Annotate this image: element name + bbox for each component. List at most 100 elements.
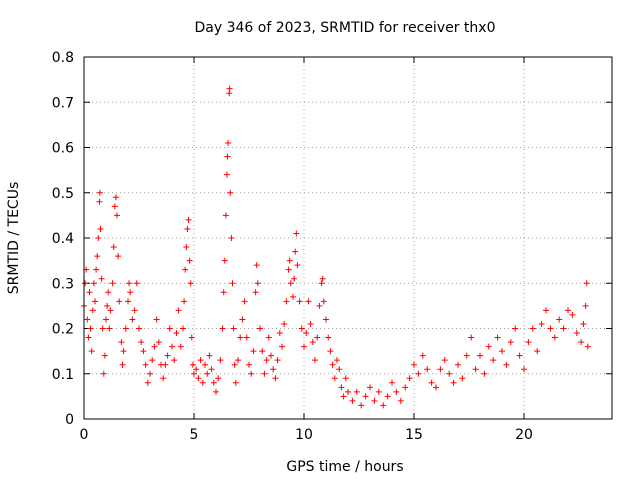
data-point bbox=[393, 388, 400, 395]
data-point bbox=[122, 325, 129, 332]
data-point bbox=[229, 280, 236, 287]
data-point bbox=[292, 248, 299, 255]
data-point bbox=[217, 357, 224, 364]
data-point bbox=[573, 330, 580, 337]
data-point bbox=[380, 402, 387, 409]
y-axis-label: SRMTID / TECUs bbox=[6, 182, 22, 295]
data-point bbox=[90, 280, 97, 287]
data-point bbox=[164, 352, 171, 359]
data-point bbox=[82, 280, 89, 287]
data-point bbox=[151, 343, 158, 350]
data-point bbox=[96, 189, 103, 196]
data-point bbox=[96, 198, 103, 205]
data-point bbox=[210, 379, 217, 386]
data-point bbox=[490, 357, 497, 364]
data-point bbox=[329, 361, 336, 368]
data-point bbox=[160, 375, 167, 382]
y-tick-label: 0.6 bbox=[52, 141, 74, 157]
data-point bbox=[187, 280, 194, 287]
data-point bbox=[340, 393, 347, 400]
data-point bbox=[100, 370, 107, 377]
data-point bbox=[446, 370, 453, 377]
data-point bbox=[543, 307, 549, 314]
data-point bbox=[225, 139, 232, 146]
data-point bbox=[181, 298, 188, 305]
data-point bbox=[149, 357, 156, 364]
data-point bbox=[309, 339, 316, 346]
data-point bbox=[231, 361, 238, 368]
data-point bbox=[103, 316, 109, 323]
data-point bbox=[111, 203, 118, 210]
data-point bbox=[237, 334, 244, 341]
data-point bbox=[219, 325, 226, 332]
data-point bbox=[162, 361, 169, 368]
data-point bbox=[472, 366, 479, 373]
data-point bbox=[547, 325, 554, 332]
data-point bbox=[279, 343, 285, 350]
data-point bbox=[144, 379, 151, 386]
data-point bbox=[551, 334, 558, 341]
data-point bbox=[171, 357, 178, 364]
data-point bbox=[499, 348, 505, 355]
data-point bbox=[319, 275, 326, 282]
data-point bbox=[290, 293, 296, 300]
data-point bbox=[367, 384, 373, 391]
data-point bbox=[307, 320, 314, 327]
data-point bbox=[424, 366, 431, 373]
data-point bbox=[384, 393, 391, 400]
data-point bbox=[503, 361, 510, 368]
data-point bbox=[115, 253, 122, 260]
data-point bbox=[189, 361, 196, 368]
grid bbox=[84, 57, 612, 419]
data-point bbox=[126, 280, 133, 287]
data-point bbox=[119, 361, 126, 368]
data-point bbox=[450, 379, 457, 386]
data-point bbox=[349, 397, 356, 404]
data-point bbox=[110, 244, 117, 251]
data-point bbox=[243, 334, 250, 341]
data-point bbox=[104, 302, 111, 309]
data-point bbox=[312, 357, 318, 364]
data-point bbox=[512, 325, 519, 332]
data-point bbox=[303, 330, 310, 337]
data-point bbox=[358, 402, 365, 409]
data-point bbox=[338, 384, 345, 391]
data-point bbox=[94, 253, 101, 260]
data-point bbox=[153, 316, 160, 323]
data-point bbox=[182, 266, 189, 273]
data-point bbox=[276, 330, 283, 337]
data-point bbox=[195, 375, 202, 382]
data-point bbox=[371, 397, 378, 404]
data-point bbox=[107, 307, 114, 314]
data-point bbox=[140, 348, 147, 355]
data-point bbox=[241, 298, 248, 305]
data-point bbox=[529, 325, 536, 332]
data-point bbox=[116, 298, 123, 305]
data-point bbox=[301, 343, 307, 350]
data-point bbox=[263, 357, 270, 364]
data-point bbox=[397, 397, 404, 404]
data-point bbox=[578, 339, 585, 346]
data-point bbox=[106, 325, 113, 332]
data-point bbox=[345, 388, 351, 395]
data-point bbox=[274, 357, 281, 364]
data-point bbox=[87, 325, 94, 332]
data-point bbox=[261, 370, 268, 377]
data-point bbox=[88, 348, 95, 355]
data-point bbox=[118, 339, 125, 346]
data-point bbox=[481, 370, 488, 377]
data-point bbox=[109, 280, 116, 287]
data-point bbox=[175, 307, 182, 314]
y-tick-label: 0.8 bbox=[52, 50, 74, 66]
data-point bbox=[248, 370, 255, 377]
x-axis-label: GPS time / hours bbox=[286, 459, 403, 475]
data-point bbox=[235, 357, 241, 364]
data-point bbox=[534, 348, 541, 355]
data-point bbox=[318, 280, 325, 287]
data-point bbox=[353, 388, 360, 395]
y-tick-label: 0 bbox=[65, 412, 74, 428]
data-point bbox=[582, 302, 589, 309]
data-point bbox=[538, 320, 545, 327]
data-point bbox=[253, 262, 260, 269]
